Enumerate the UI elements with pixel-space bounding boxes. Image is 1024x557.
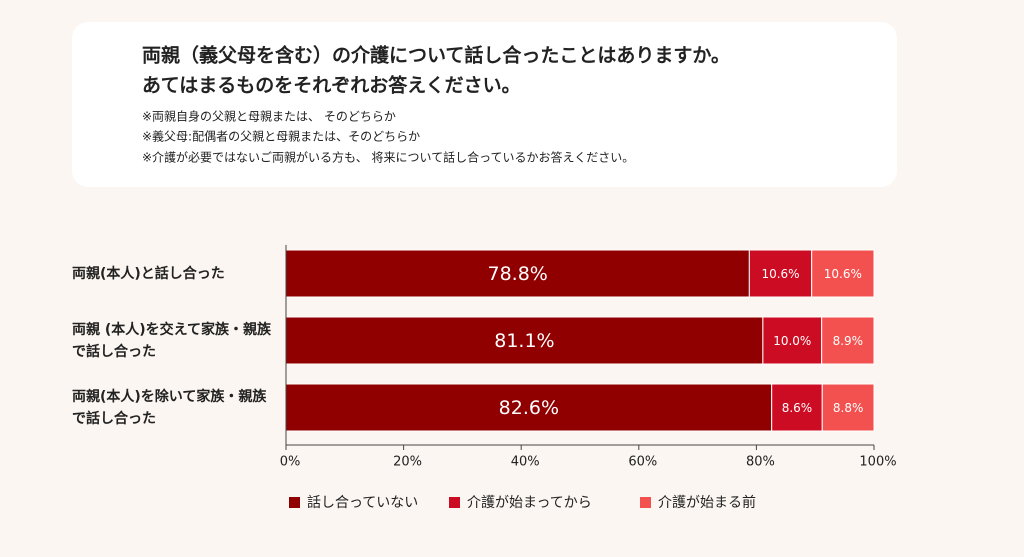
x-tick-label: 0% bbox=[280, 455, 301, 470]
x-tick-label: 20% bbox=[393, 455, 422, 470]
bar-segment bbox=[285, 316, 764, 365]
x-tick-label: 60% bbox=[628, 455, 657, 470]
x-tick-label: 40% bbox=[511, 455, 540, 470]
category-label: 両親(本人)を除いて家族・親族で話し合った bbox=[72, 388, 267, 427]
legend-swatch bbox=[640, 497, 651, 508]
note: ※両親自身の父親と母親または、 そのどちらか bbox=[142, 109, 396, 124]
legend-label: 話し合っていない bbox=[307, 494, 418, 511]
value-label: 81.1% bbox=[494, 330, 554, 352]
note: ※義父母:配偶者の父親と母親または、そのどちらか bbox=[142, 129, 420, 144]
bar-segment bbox=[811, 249, 875, 298]
bar-segment bbox=[762, 316, 823, 365]
chart-title: あてはまるものをそれぞれお答えください。 bbox=[142, 74, 521, 97]
value-label: 82.6% bbox=[499, 397, 559, 419]
bar-segment bbox=[821, 316, 875, 365]
chart-title: 両親（義父母を含む）の介護について話し合ったことはありますか。 bbox=[142, 44, 730, 67]
x-tick-label: 80% bbox=[746, 455, 775, 470]
value-label: 10.6% bbox=[761, 267, 799, 281]
value-label: 10.0% bbox=[773, 334, 811, 348]
value-label: 78.8% bbox=[487, 263, 547, 285]
legend-label: 介護が始まってから bbox=[467, 495, 592, 511]
x-tick-label: 100% bbox=[859, 455, 896, 470]
value-label: 10.6% bbox=[824, 267, 862, 281]
category-label: 両親(本人)と話し合った bbox=[72, 265, 225, 282]
value-label: 8.9% bbox=[833, 334, 864, 348]
value-label: 8.6% bbox=[782, 401, 813, 415]
value-label: 8.8% bbox=[833, 401, 864, 415]
bar-segment bbox=[771, 383, 823, 432]
category-label: 両親 (本人)を交えて家族・親族で話し合った bbox=[72, 321, 271, 360]
legend-swatch bbox=[449, 497, 460, 508]
legend-swatch bbox=[289, 497, 300, 508]
note: ※介護が必要ではないご両親がいる方も、 将来について話し合っているかお答えくださ… bbox=[142, 150, 634, 165]
legend-label: 介護が始まる前 bbox=[658, 494, 756, 511]
bar-segment bbox=[821, 383, 875, 432]
header-card bbox=[72, 22, 897, 187]
bar-segment bbox=[748, 249, 813, 298]
